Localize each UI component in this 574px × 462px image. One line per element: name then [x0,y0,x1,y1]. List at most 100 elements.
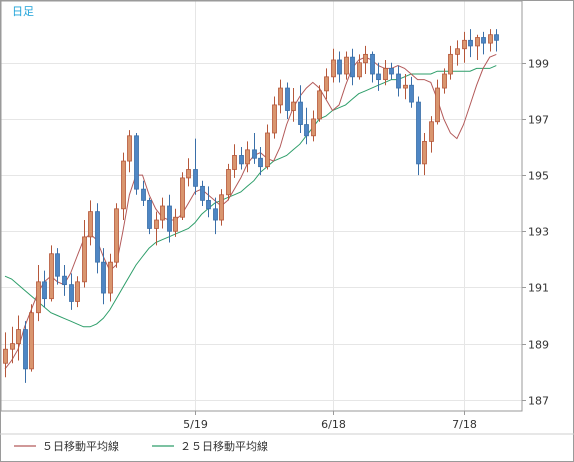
candle-down [298,85,303,133]
candle-down [494,29,499,52]
candle-down [62,264,67,296]
candle-body [147,199,152,229]
candle-body [108,261,113,294]
candle-body [272,104,277,134]
candle-down [95,203,100,274]
candle-up [16,315,21,361]
candle-body [494,34,499,41]
candle-body [462,39,467,50]
candle-down [193,138,198,195]
candle-body [167,205,172,232]
candle-body [468,39,473,47]
candle-body [304,124,309,137]
candle-up [232,144,237,178]
candle-down [376,62,381,91]
candle-up [278,79,283,114]
candle-body [23,329,28,370]
candle-body [370,53,375,75]
candle-up [488,29,493,52]
candle-down [200,180,205,206]
candle-body [173,216,178,232]
candle-up [475,34,480,60]
candle-body [357,62,362,78]
candle-up [331,48,336,83]
ma25-line [4,65,497,328]
candle-up [455,40,460,66]
candle-up [127,130,132,173]
candle-body [10,343,15,350]
candle-body [317,90,322,120]
candle-up [403,74,408,100]
candle-body [219,194,224,221]
candle-body [331,59,336,78]
candle-up [108,253,113,302]
candle-body [49,253,54,300]
candle-up [121,152,126,221]
candle-body [383,67,388,81]
candle-body [448,53,453,75]
x-tick-label: 5/19 [183,418,208,431]
candle-up [245,141,250,173]
candle-up [462,31,467,63]
candle-up [114,203,119,268]
candle-down [258,147,263,176]
candle-body [403,84,408,89]
candle-body [311,118,316,137]
candles [3,29,499,383]
candle-up [82,220,87,288]
candle-body [141,188,146,201]
candle-up [363,45,368,75]
candle-down [141,180,146,206]
candle-body [376,73,381,81]
candle-body [396,73,401,89]
candle-body [114,208,119,263]
candle-up [344,51,349,80]
candle-down [337,51,342,83]
candle-body [416,101,421,165]
candle-body [29,312,34,370]
candle-body [55,253,60,277]
candle-body [245,149,250,165]
candle-body [200,185,205,201]
candle-body [101,261,106,294]
candle-body [455,48,460,55]
candle-up [317,85,322,122]
candle-down [389,62,394,80]
candle-up [10,326,15,364]
x-tick-label: 7/18 [452,418,477,431]
candle-up [226,163,231,201]
candle-body [3,348,8,364]
candle-down [239,147,244,170]
legend-ma5-label: ５日移動平均線 [42,439,119,453]
candle-body [160,205,165,221]
candle-up [429,116,434,153]
candle-body [134,135,139,190]
candle-body [226,169,231,196]
candle-up [435,79,440,125]
candle-body [16,329,21,345]
candle-down [481,31,486,55]
candle-down [304,107,309,145]
candle-body [429,121,434,142]
candle-up [311,110,316,142]
candle-down [409,76,414,108]
candle-up [75,276,80,308]
candle-body [409,84,414,103]
candle-up [272,96,277,139]
candle-body [127,135,132,162]
y-tick-label: 195 [528,170,549,183]
candle-up [173,208,178,237]
candle-body [193,169,198,187]
candle-body [442,73,447,89]
candle-up [265,124,270,170]
candle-down [206,186,211,218]
candle-body [213,208,218,221]
candle-down [396,65,401,97]
candle-down [370,51,375,83]
candle-up [383,59,388,86]
candle-body [291,101,296,111]
candle-down [416,96,421,176]
candle-body [435,87,440,123]
candle-up [291,88,296,122]
period-label: 日足 [12,5,34,18]
